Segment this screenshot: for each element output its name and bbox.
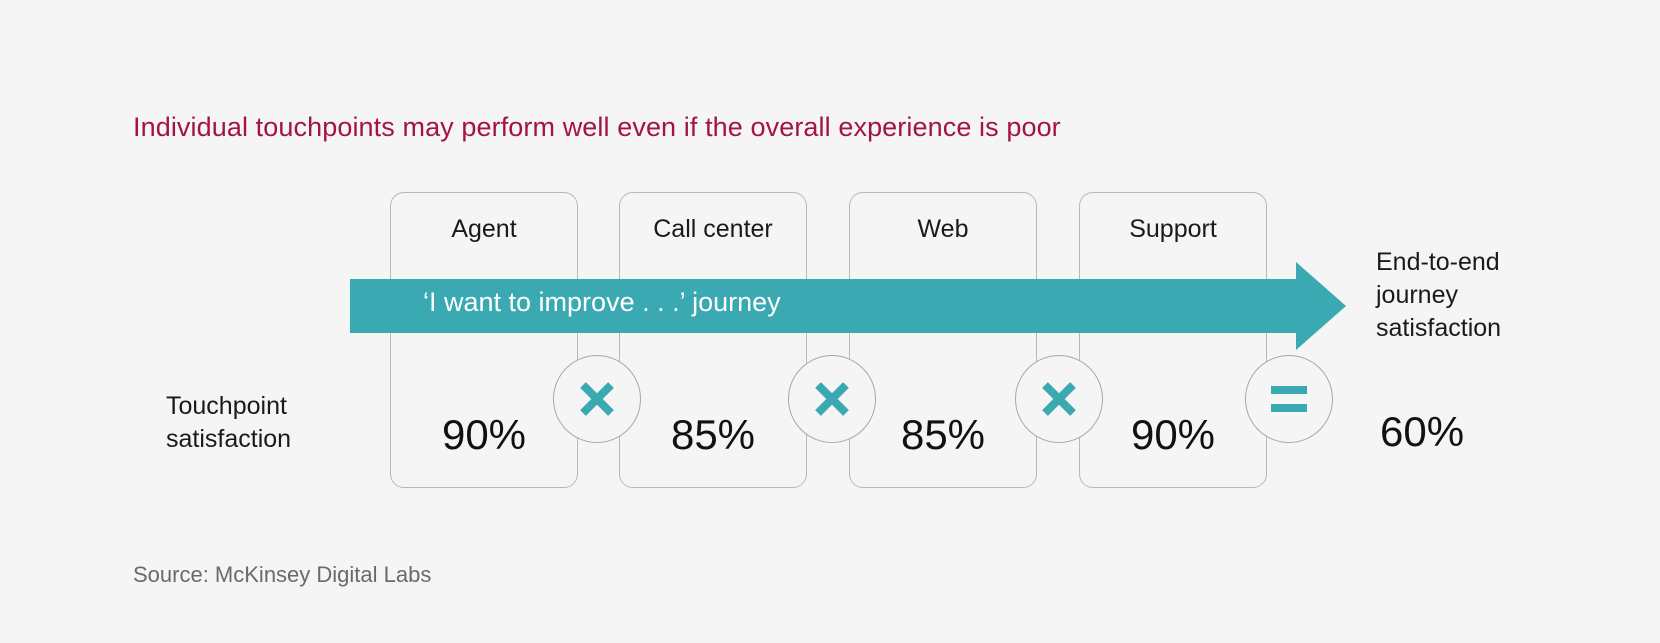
touchpoint-value: 85% (900, 411, 986, 458)
row-label-line: satisfaction (166, 425, 292, 453)
result-label-line: satisfaction (1376, 314, 1502, 342)
touchpoint-label: Web (917, 215, 969, 243)
journey-arrow (350, 262, 1346, 350)
end-to-end-label: End-to-end journey satisfaction (1376, 246, 1501, 345)
multiply-icon (1015, 355, 1103, 443)
touchpoint-satisfaction-label: Touchpoint satisfaction (166, 390, 291, 456)
journey-label: ‘I want to improve . . .’ journey (423, 287, 781, 317)
row-label-line: Touchpoint (166, 392, 287, 420)
source-note: Source: McKinsey Digital Labs (133, 562, 432, 587)
touchpoint-card-call-center: Call center 85% (619, 192, 807, 488)
touchpoint-card-web: Web 85% (849, 192, 1037, 488)
touchpoint-label: Support (1129, 215, 1217, 243)
end-to-end-value: 60% (1380, 408, 1465, 455)
touchpoint-value: 90% (1130, 411, 1216, 458)
result-label-line: End-to-end (1376, 248, 1500, 276)
multiply-icon (553, 355, 641, 443)
equals-icon (1245, 355, 1333, 443)
result-label-line: journey (1376, 281, 1458, 309)
multiply-icon (788, 355, 876, 443)
touchpoint-label: Agent (451, 215, 517, 243)
touchpoint-value: 85% (670, 411, 756, 458)
touchpoint-label: Call center (653, 215, 773, 243)
touchpoint-card-support: Support 90% (1079, 192, 1267, 488)
touchpoint-value: 90% (441, 411, 527, 458)
diagram-title: Individual touchpoints may perform well … (133, 112, 1061, 142)
touchpoint-card-agent: Agent 90% (390, 192, 578, 488)
